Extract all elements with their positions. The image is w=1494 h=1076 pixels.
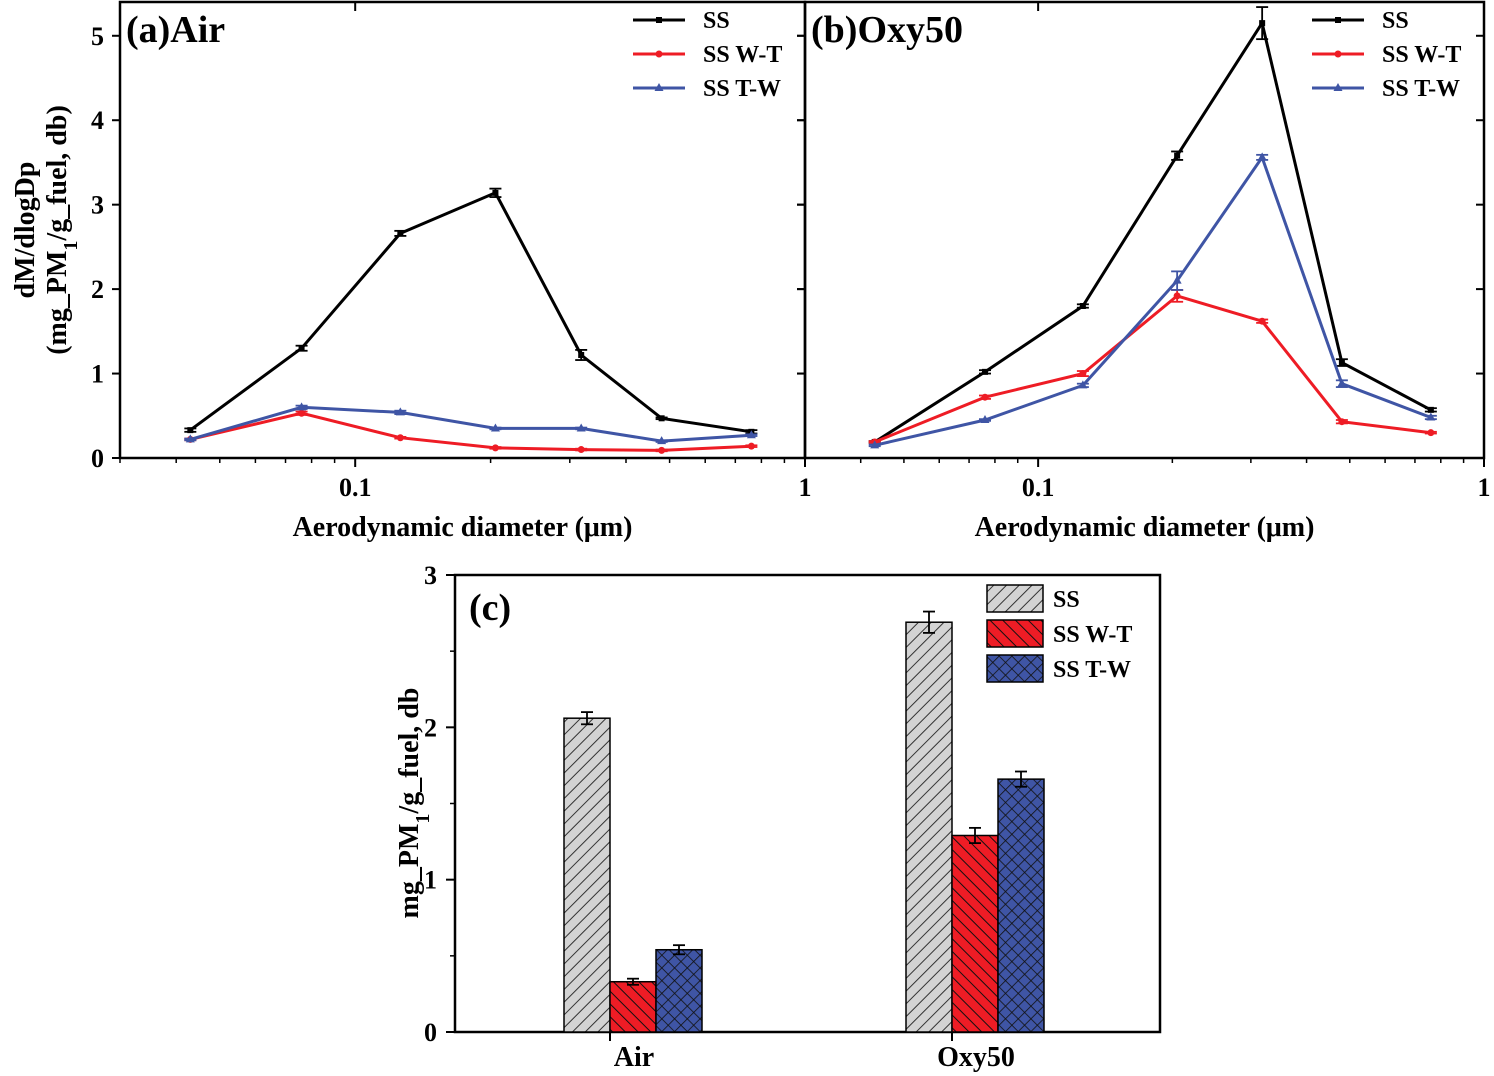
panel-a-ylabel-line1: dM/dlogDp [10, 162, 41, 299]
panel-a-data-point [298, 345, 305, 352]
panel-c-legend-swatch [986, 584, 1044, 613]
panel-a-data-point [657, 436, 667, 445]
panel-a-ytick-label: 4 [91, 106, 104, 135]
panel-c-bar [563, 717, 611, 1033]
panel-b-data-point [1338, 359, 1345, 366]
panel-a-legend-label: SS [703, 8, 730, 34]
panel-b-frame [803, 0, 1486, 460]
panel-a-data-point [395, 407, 405, 416]
panel-b-legend-marker [1335, 17, 1341, 23]
panel-b-data-point [1427, 429, 1435, 437]
panel-a-legend-label: SS T-W [703, 76, 781, 102]
panel-a-data-point [577, 446, 585, 454]
panel-a-data-point [185, 434, 195, 443]
panel-a-data-point [746, 430, 756, 439]
panel-a-xtick-label: 0.1 [339, 473, 372, 502]
panel-c-ylabel: mg_PM1/g_fuel, db [394, 688, 434, 919]
panel-b-xtick-label: 0.1 [1022, 473, 1055, 502]
panel-a-data-point [396, 434, 404, 442]
panel-b-xlabel: Aerodynamic diameter (μm) [975, 512, 1315, 543]
panel-c-ylabel-text: mg_PM1/g_fuel, db [394, 688, 434, 919]
panel-b-data-point [1258, 317, 1266, 325]
panel-c-bar [609, 980, 657, 1033]
panel-b-series-line [874, 154, 1432, 447]
panel-c-bar [905, 621, 953, 1033]
panel-c-legend-swatch [986, 654, 1044, 683]
panel-a-legend-marker [655, 50, 663, 58]
panel-a-data-point [491, 444, 499, 452]
panel-b-data-point [1426, 412, 1436, 421]
panel-c-bar [997, 778, 1045, 1033]
panel-a-legend-label: SS W-T [703, 42, 782, 68]
panel-a-frame [118, 0, 807, 460]
panel-b-data-point [981, 393, 989, 401]
panel-b-series-line [873, 19, 1432, 444]
panel-b-data-point [1173, 292, 1181, 300]
panel-a-legend-marker [656, 17, 662, 23]
panel-c-bar [951, 834, 999, 1033]
panel-a-ytick-label: 0 [91, 444, 104, 473]
panel-b-data-point [1172, 275, 1182, 284]
panel-c-bar [655, 948, 703, 1033]
panel-c-legend-label: SS W-T [1053, 622, 1132, 648]
panel-b-data-point [1079, 370, 1087, 378]
panel-b-data-point [1257, 152, 1267, 161]
panel-a-label: (a)Air [126, 9, 225, 51]
panel-b-legend-marker [1334, 50, 1342, 58]
panel-c-ytick-label: 1 [424, 866, 437, 895]
panel-c-xtick-label: Air [614, 1042, 654, 1073]
panel-a-data-point [578, 351, 585, 358]
panel-c-legend-label: SS T-W [1053, 657, 1131, 683]
panel-a-series-line [189, 405, 752, 443]
panel-b-legend-marker [1333, 83, 1343, 91]
panel-b-data-point [980, 415, 990, 423]
panel-a-data-point [397, 230, 404, 237]
panel-a-data-point [747, 442, 755, 450]
panel-a-ylabel: dM/dlogDp(mg_PM1/g_fuel, db) [10, 105, 82, 355]
panel-a-ytick-label: 2 [91, 275, 104, 304]
panel-b-xtick-label: 1 [1478, 473, 1491, 502]
panel-a-data-point [492, 189, 499, 196]
panel-c-ytick-label: 2 [424, 713, 437, 742]
panel-a-xtick-label: 1 [799, 473, 812, 502]
panel-a-data-point [187, 427, 194, 434]
panel-b-data-point [981, 368, 988, 375]
panel-a-ytick-label: 3 [91, 191, 104, 220]
panel-a-legend-marker [654, 83, 664, 91]
panel-b-legend-label: SS T-W [1382, 76, 1460, 102]
panel-b-data-point [1174, 152, 1181, 159]
panel-c-xtick-label: Oxy50 [937, 1042, 1015, 1073]
panel-c-legend-swatch [986, 619, 1044, 648]
panel-a-xlabel: Aerodynamic diameter (μm) [293, 512, 633, 543]
panel-b-legend-label: SS W-T [1382, 42, 1461, 68]
panel-b-data-point [1079, 303, 1086, 309]
panel-b-data-point [1427, 406, 1434, 413]
panel-b-data-point [1338, 418, 1346, 426]
panel-a-data-point [658, 415, 665, 422]
panel-a-ylabel-line2: (mg_PM1/g_fuel, db) [42, 105, 82, 355]
panel-a-data-point [490, 423, 500, 432]
panel-a-series-line [189, 190, 752, 434]
panel-b-legend-label: SS [1382, 8, 1409, 34]
panel-b-data-point [1259, 20, 1266, 27]
panel-a-ytick-label: 1 [91, 360, 104, 389]
panel-c-legend-label: SS [1053, 587, 1080, 613]
panel-b-label: (b)Oxy50 [811, 9, 963, 51]
panel-c-ytick-label: 3 [424, 561, 437, 590]
panel-a-ytick-label: 5 [91, 22, 104, 51]
panel-c-ytick-label: 0 [424, 1018, 437, 1047]
panel-b-data-point [870, 440, 880, 449]
panel-a-data-point [576, 423, 586, 432]
panel-a-data-point [298, 409, 306, 417]
panel-a-data-point [658, 446, 666, 454]
panel-b-data-point [1337, 378, 1347, 387]
panel-b-data-point [1078, 380, 1088, 389]
panel-c-label: (c) [469, 587, 511, 629]
panel-a-data-point [297, 402, 307, 411]
